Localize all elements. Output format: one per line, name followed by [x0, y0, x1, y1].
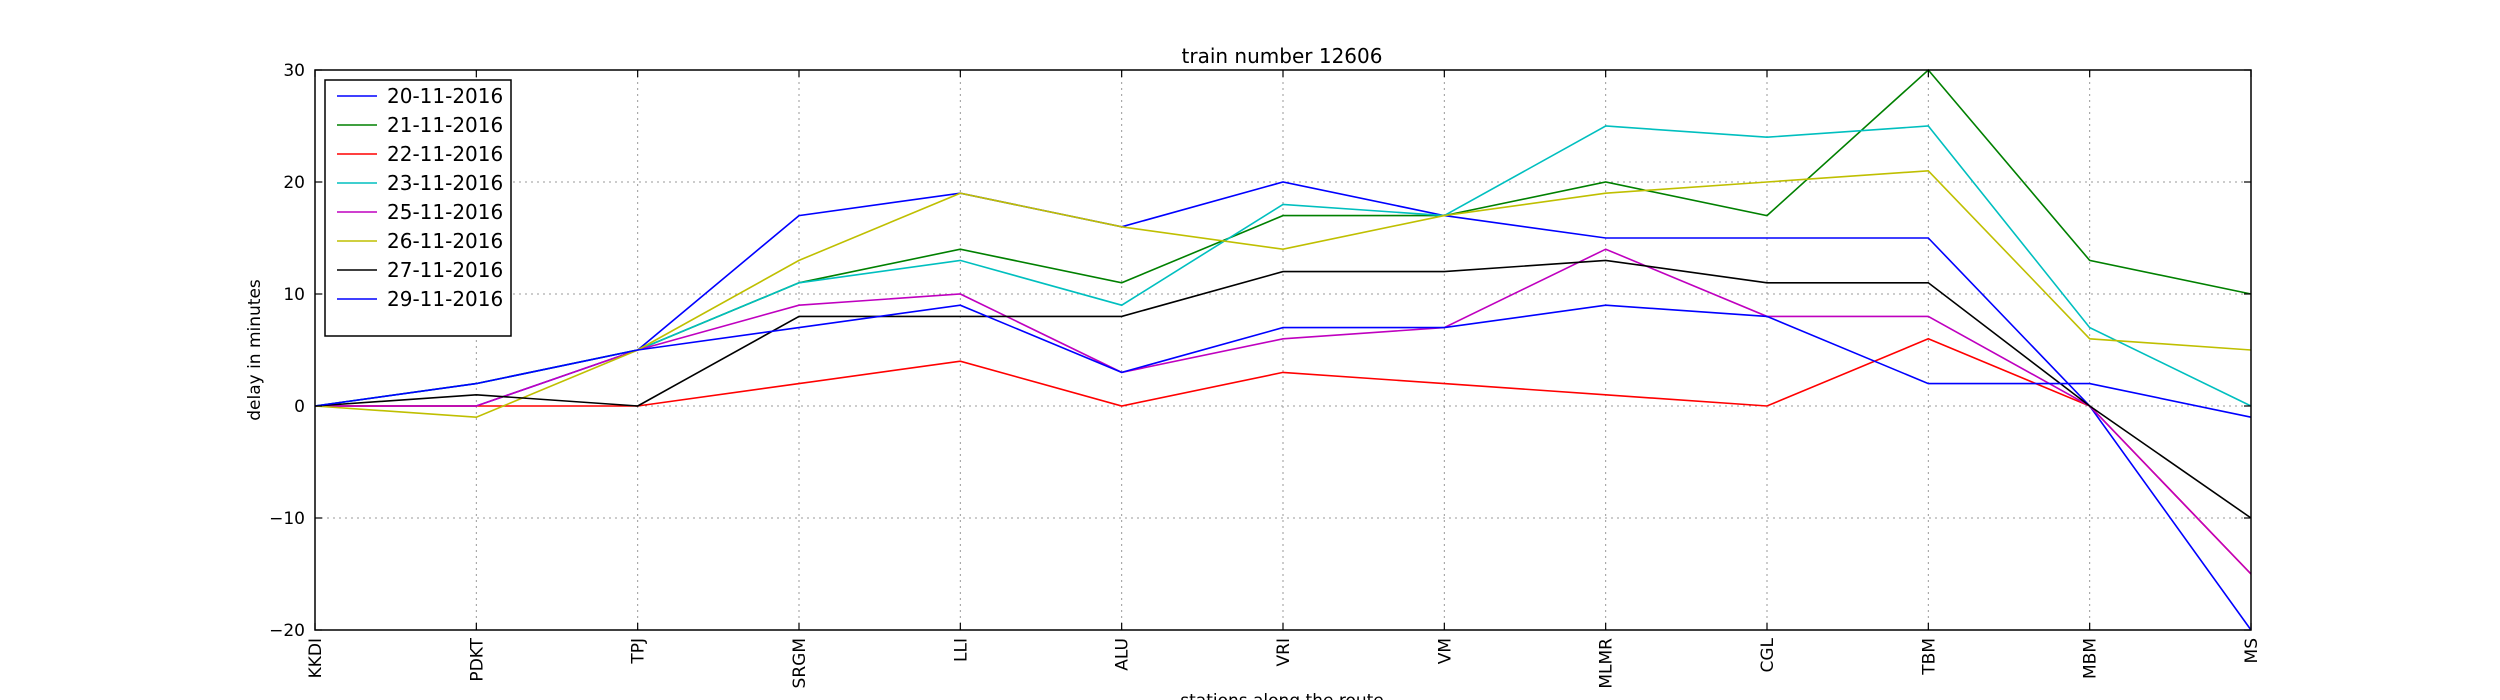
chart-title: train number 12606 — [1182, 44, 1383, 68]
x-tick-label: TPJ — [629, 638, 649, 665]
legend-label: 26-11-2016 — [387, 229, 503, 253]
x-axis-tick-labels: KKDI PDKT TPJ SRGM LLI ALU VRI VM MLMR CGL TBM MBM M… — [306, 637, 2262, 688]
axis-ticks — [314, 69, 2252, 631]
x-tick-label: SRGM — [790, 638, 810, 688]
legend-label: 27-11-2016 — [387, 258, 503, 282]
y-tick-label: 0 — [294, 397, 305, 417]
x-tick-label: KKDI — [306, 638, 326, 678]
legend-label: 22-11-2016 — [387, 142, 503, 166]
x-tick-label: LLI — [951, 638, 971, 662]
series-line-25-11-2016 — [315, 248, 2252, 575]
legend-label: 21-11-2016 — [387, 113, 503, 137]
x-tick-label: MS — [2242, 638, 2262, 663]
legend-label: 25-11-2016 — [387, 200, 503, 224]
legend-box — [324, 79, 512, 337]
series-line-27-11-2016 — [314, 259, 2252, 519]
x-tick-label: VRI — [1274, 638, 1294, 666]
y-axis-label: delay in minutes — [245, 279, 265, 421]
legend-label: 29-11-2016 — [387, 287, 503, 311]
legend-label: 23-11-2016 — [387, 171, 503, 195]
y-tick-label: 10 — [283, 285, 305, 305]
grid-lines — [314, 69, 2252, 631]
y-tick-label: 30 — [283, 61, 305, 81]
x-tick-label: MLMR — [1597, 638, 1617, 689]
x-tick-label: CGL — [1758, 637, 1778, 672]
x-tick-label: VM — [1435, 638, 1455, 664]
x-axis-label: stations along the route — [1180, 691, 1384, 700]
y-tick-label: 20 — [283, 173, 305, 193]
y-tick-label: −20 — [269, 621, 305, 641]
series-line-29-11-2016 — [314, 304, 2252, 418]
x-tick-label: PDKT — [467, 637, 487, 681]
legend-label: 20-11-2016 — [387, 84, 503, 108]
y-axis-tick-labels: −20 −10 0 10 20 30 — [269, 61, 305, 641]
legend: 20-11-2016 21-11-2016 22-11-2016 23-11-2016… — [324, 79, 512, 337]
x-tick-label: TBM — [1919, 638, 1939, 676]
series-lines — [314, 68, 2252, 631]
x-tick-label: ALU — [1113, 638, 1133, 671]
x-tick-label: MBM — [2081, 638, 2101, 679]
y-tick-label: −10 — [269, 509, 305, 529]
